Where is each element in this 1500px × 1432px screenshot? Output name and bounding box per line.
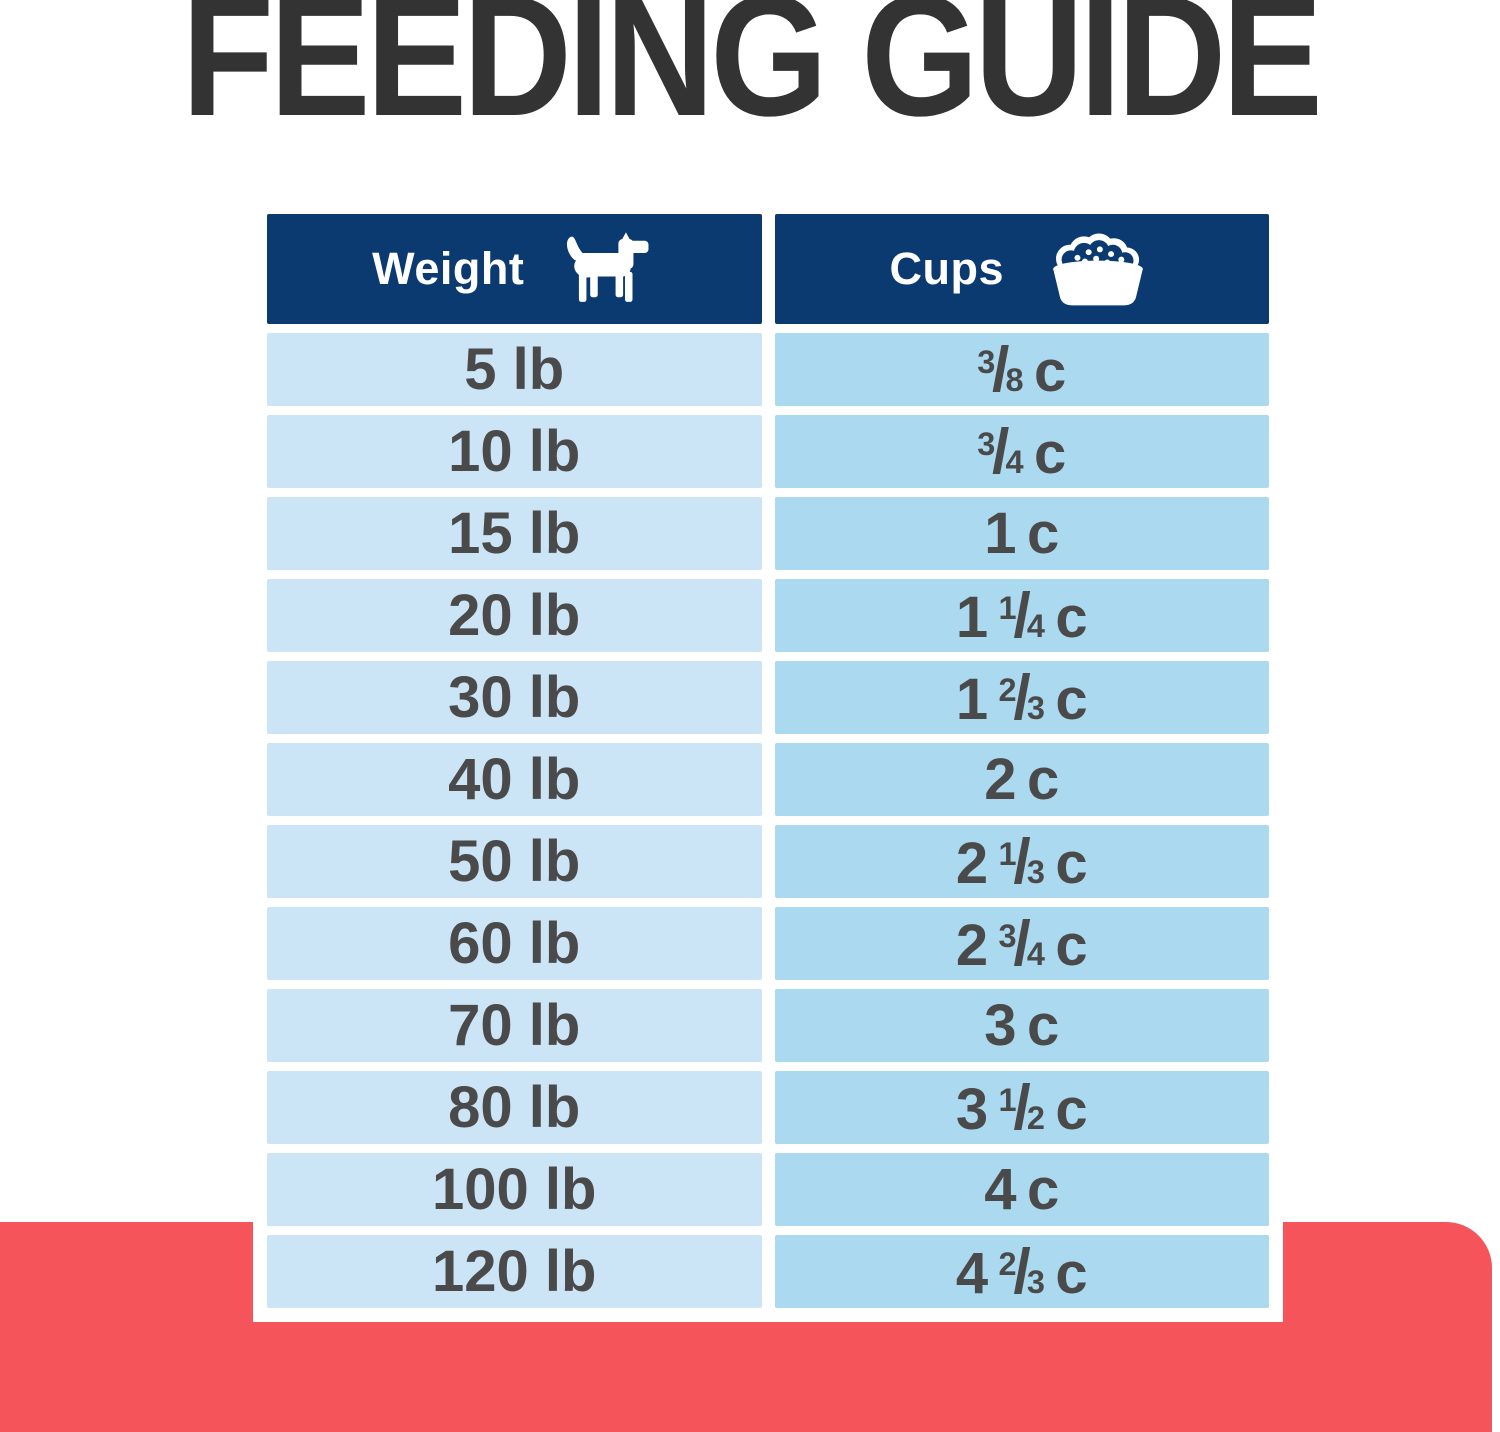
fraction: 2/3 <box>998 1236 1045 1307</box>
weight-value: 40 lb <box>448 747 581 812</box>
cups-cell: 2 3/4 c <box>774 907 1269 980</box>
cups-cell: 3/4 c <box>774 415 1269 488</box>
weight-value: 60 lb <box>448 911 581 976</box>
bowl-icon <box>1042 227 1154 311</box>
weight-value: 5 lb <box>464 337 565 402</box>
table-row: 10 lb 3/4 c <box>267 415 1269 488</box>
cups-value: 2 3/4 c <box>955 908 1088 979</box>
table-row: 120 lb 4 2/3 c <box>267 1235 1269 1308</box>
weight-cell: 15 lb <box>267 497 762 570</box>
weight-header-cell: Weight <box>267 214 762 324</box>
cups-header-cell: Cups <box>774 214 1269 324</box>
weight-cell: 30 lb <box>267 661 762 734</box>
cups-cell: 2 1/3 c <box>774 825 1269 898</box>
weight-cell: 40 lb <box>267 743 762 816</box>
weight-value: 15 lb <box>448 501 581 566</box>
cups-value: 3/4 c <box>977 416 1067 487</box>
cups-value: 1 1/4 c <box>955 580 1088 651</box>
weight-value: 100 lb <box>432 1157 597 1222</box>
cups-value: 1 2/3 c <box>955 662 1088 733</box>
fraction: 2/3 <box>998 662 1045 733</box>
table-row: 5 lb 3/8 c <box>267 333 1269 406</box>
dog-icon <box>562 232 656 306</box>
cups-value: 1/c <box>984 501 1060 566</box>
cups-cell: 1 2/3 c <box>774 661 1269 734</box>
cups-cell: 4 2/3 c <box>774 1235 1269 1308</box>
feeding-table: Weight <box>253 214 1283 1322</box>
weight-cell: 100 lb <box>267 1153 762 1226</box>
table-row: 30 lb 1 2/3 c <box>267 661 1269 734</box>
table-row: 40 lb 2/c <box>267 743 1269 816</box>
table-row: 100 lb 4/c <box>267 1153 1269 1226</box>
weight-value: 70 lb <box>448 993 581 1058</box>
table-header-row: Weight <box>267 214 1269 324</box>
page-title: FEEDING GUIDE <box>181 0 1323 152</box>
weight-cell: 20 lb <box>267 579 762 652</box>
weight-cell: 120 lb <box>267 1235 762 1308</box>
cups-cell: 1 1/4 c <box>774 579 1269 652</box>
fraction: 1/2 <box>998 1072 1045 1143</box>
table-row: 15 lb 1/c <box>267 497 1269 570</box>
weight-cell: 5 lb <box>267 333 762 406</box>
table-row: 80 lb 3 1/2 c <box>267 1071 1269 1144</box>
cups-value: 2/c <box>984 747 1060 812</box>
cups-value: 4/c <box>984 1157 1060 1222</box>
weight-value: 20 lb <box>448 583 581 648</box>
cups-value: 3/c <box>984 993 1060 1058</box>
weight-value: 120 lb <box>432 1239 597 1304</box>
table-row: 20 lb 1 1/4 c <box>267 579 1269 652</box>
table-row: 60 lb 2 3/4 c <box>267 907 1269 980</box>
table-row: 50 lb 2 1/3 c <box>267 825 1269 898</box>
cups-cell: 3/8 c <box>774 333 1269 406</box>
cups-header-label: Cups <box>889 243 1004 294</box>
cups-cell: 2/c <box>774 743 1269 816</box>
cups-value: 4 2/3 c <box>955 1236 1088 1307</box>
cups-value: 3 1/2 c <box>955 1072 1088 1143</box>
cups-value: 2 1/3 c <box>955 826 1088 897</box>
fraction: 3/4 <box>998 908 1045 979</box>
cups-cell: 3/c <box>774 989 1269 1062</box>
weight-cell: 60 lb <box>267 907 762 980</box>
weight-value: 10 lb <box>448 419 581 484</box>
weight-cell: 50 lb <box>267 825 762 898</box>
weight-header-label: Weight <box>372 243 525 294</box>
weight-value: 50 lb <box>448 829 581 894</box>
cups-value: 3/8 c <box>977 334 1067 405</box>
fraction: 1/4 <box>998 580 1045 651</box>
fraction: 1/3 <box>998 826 1045 897</box>
weight-cell: 10 lb <box>267 415 762 488</box>
fraction: 3/4 <box>977 416 1024 487</box>
table-row: 70 lb 3/c <box>267 989 1269 1062</box>
weight-value: 80 lb <box>448 1075 581 1140</box>
weight-cell: 80 lb <box>267 1071 762 1144</box>
cups-cell: 3 1/2 c <box>774 1071 1269 1144</box>
fraction: 3/8 <box>977 334 1024 405</box>
cups-cell: 1/c <box>774 497 1269 570</box>
weight-cell: 70 lb <box>267 989 762 1062</box>
weight-value: 30 lb <box>448 665 581 730</box>
cups-cell: 4/c <box>774 1153 1269 1226</box>
